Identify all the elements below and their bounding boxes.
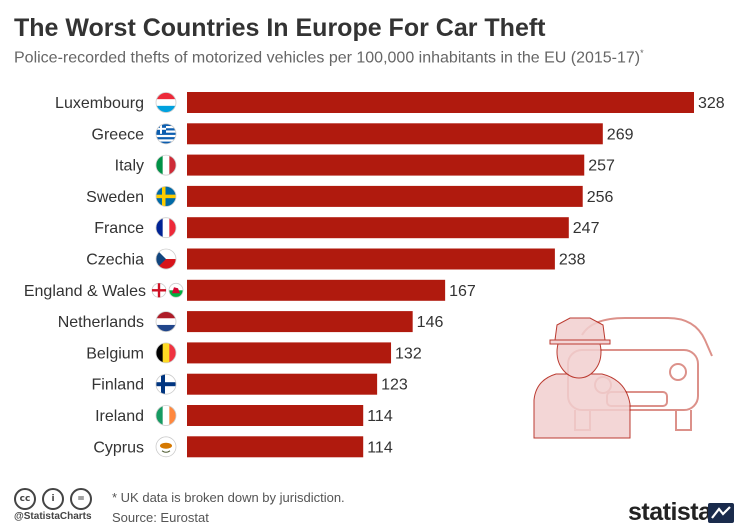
- value-label: 132: [395, 345, 422, 362]
- statista-logo-icon: [708, 503, 734, 523]
- bar-england-wales: [187, 279, 446, 301]
- finland-flag-icon: [155, 373, 177, 395]
- category-label: Ireland: [95, 408, 144, 425]
- chart-subtitle: Police-recorded thefts of motorized vehi…: [14, 48, 644, 67]
- car-thief-icon: [533, 317, 713, 439]
- bar-czechia: [187, 248, 555, 270]
- value-label: 146: [417, 314, 444, 331]
- subtitle-text: Police-recorded thefts of motorized vehi…: [14, 49, 641, 67]
- value-label: 247: [573, 220, 600, 237]
- bar-sweden: [187, 185, 583, 207]
- category-label: Luxembourg: [55, 95, 144, 112]
- category-label: Netherlands: [58, 314, 144, 331]
- italy-flag-icon: [155, 154, 177, 176]
- value-label: 328: [698, 95, 725, 112]
- france-flag-icon: [155, 217, 177, 239]
- value-label: 269: [607, 126, 634, 143]
- ireland-flag-icon: [155, 405, 177, 426]
- value-label: 123: [381, 377, 408, 394]
- bar-greece: [187, 123, 603, 145]
- bar-netherlands: [187, 311, 413, 333]
- category-label: Belgium: [86, 345, 144, 362]
- attribution-icon: i: [42, 488, 64, 510]
- footnote: * UK data is broken down by jurisdiction…: [112, 490, 345, 505]
- bar-luxembourg: [187, 92, 694, 113]
- bar-italy: [187, 154, 585, 176]
- greece-flag-icon: [155, 123, 177, 145]
- source-note: Source: Eurostat: [112, 510, 209, 525]
- category-label: Italy: [115, 158, 144, 175]
- category-label: Finland: [92, 377, 144, 394]
- license-icons: cc i =: [14, 488, 98, 510]
- bar-belgium: [187, 342, 392, 364]
- twitter-handle: @StatistaCharts: [14, 511, 92, 522]
- value-label: 238: [559, 252, 586, 269]
- value-label: 256: [587, 189, 614, 206]
- value-label: 114: [367, 408, 393, 425]
- subtitle-footnote-mark: *: [640, 48, 644, 58]
- value-label: 167: [449, 283, 476, 300]
- luxembourg-flag-icon: [155, 92, 177, 113]
- england-wales-flags-icon: [151, 282, 184, 298]
- no-derivatives-icon: =: [70, 488, 92, 510]
- belgium-flag-icon: [155, 342, 177, 364]
- chart-title: The Worst Countries In Europe For Car Th…: [14, 14, 546, 42]
- cc-license-icon: cc: [14, 488, 36, 510]
- sweden-flag-icon: [155, 185, 177, 207]
- netherlands-flag-icon: [155, 311, 177, 333]
- category-label: Czechia: [86, 252, 144, 269]
- category-label: Sweden: [86, 189, 144, 206]
- category-label: Cyprus: [93, 439, 144, 456]
- bar-france: [187, 217, 569, 239]
- category-label: Greece: [92, 126, 145, 143]
- category-label: France: [94, 220, 144, 237]
- bar-cyprus: [187, 436, 364, 458]
- bar-finland: [187, 373, 378, 395]
- czechia-flag-icon: [155, 248, 177, 270]
- value-label: 257: [588, 158, 615, 175]
- category-label: England & Wales: [24, 283, 146, 300]
- value-label: 114: [367, 439, 393, 456]
- cyprus-flag-icon: [155, 436, 177, 458]
- bar-ireland: [187, 405, 364, 426]
- statista-logo[interactable]: statista: [628, 498, 712, 526]
